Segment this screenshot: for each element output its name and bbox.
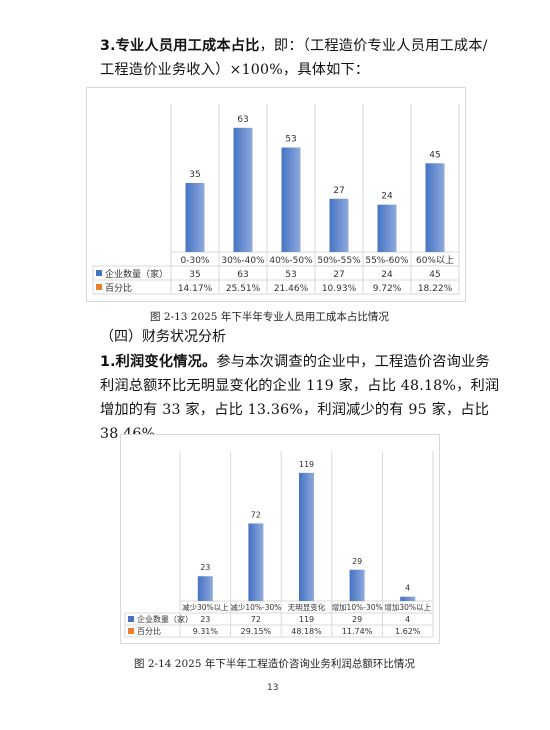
table-count-cell: 4 bbox=[405, 615, 410, 624]
table-count-cell: 35 bbox=[189, 270, 200, 280]
paragraph-text: ，即：（工程造价专业人员用工成本/工程造价业务收入）×100%，具体如下： bbox=[100, 38, 488, 78]
paragraph-cost-ratio: 3.专业人员用工成本占比，即：（工程造价专业人员用工成本/工程造价业务收入）×1… bbox=[100, 34, 500, 82]
table-count-cell: 53 bbox=[285, 270, 296, 280]
bar-4 bbox=[349, 569, 365, 601]
category-label: 50%-55% bbox=[317, 256, 361, 266]
section-heading: （四）财务状况分析 bbox=[100, 329, 226, 345]
bar-2 bbox=[248, 523, 264, 601]
bar-3 bbox=[281, 147, 301, 252]
bar-4 bbox=[329, 198, 349, 252]
table-count-cell: 63 bbox=[237, 270, 248, 280]
chart-labor-cost-ratio: 35 0-30% 35 14.17% 63 30%-40% 63 25.51% 53 40%-50… bbox=[86, 87, 466, 302]
table-percent-cell: 1.62% bbox=[395, 627, 421, 636]
bar-data-label: 119 bbox=[299, 460, 314, 469]
category-label: 无明显变化 bbox=[288, 602, 326, 612]
table-percent-cell: 10.93% bbox=[322, 284, 357, 294]
category-label: 55%-60% bbox=[365, 256, 409, 266]
table-count-cell: 23 bbox=[200, 615, 210, 624]
legend-label-count: 企业数量（家） bbox=[105, 268, 168, 280]
category-label: 减少30%以上 bbox=[182, 602, 229, 612]
category-label: 40%-50% bbox=[269, 256, 313, 266]
figure-caption: 图 2-13 2025 年下半年专业人员用工成本占比情况 bbox=[150, 311, 389, 323]
bar-5 bbox=[400, 596, 416, 601]
bar-data-label: 35 bbox=[189, 170, 200, 180]
table-percent-cell: 25.51% bbox=[226, 284, 261, 294]
legend-swatch-count bbox=[128, 616, 134, 622]
category-label: 0-30% bbox=[181, 256, 210, 266]
table-percent-cell: 29.15% bbox=[241, 627, 272, 636]
paragraph-heading: 1.利润变化情况。 bbox=[100, 354, 217, 370]
category-label: 30%-40% bbox=[221, 256, 265, 266]
category-label: 增加10%-30% bbox=[332, 602, 383, 612]
table-count-cell: 119 bbox=[299, 615, 314, 624]
bar-data-label: 45 bbox=[429, 150, 440, 160]
bar-1 bbox=[185, 183, 205, 252]
bar-3 bbox=[299, 472, 314, 601]
bar-2 bbox=[233, 127, 253, 252]
bar-data-label: 63 bbox=[237, 115, 248, 125]
table-percent-cell: 48.18% bbox=[291, 627, 322, 636]
bar-5 bbox=[377, 204, 397, 252]
legend-swatch-percent bbox=[128, 628, 134, 634]
category-label: 减少10%-30% bbox=[230, 602, 281, 612]
bar-1 bbox=[197, 576, 213, 601]
legend-label-percent: 百分比 bbox=[137, 626, 161, 636]
legend-label-percent: 百分比 bbox=[105, 282, 132, 294]
table-count-cell: 45 bbox=[429, 270, 440, 280]
table-percent-cell: 9.72% bbox=[373, 284, 402, 294]
figure-caption: 图 2-14 2025 年下半年工程造价咨询业务利润总额环比情况 bbox=[134, 658, 415, 670]
table-percent-cell: 18.22% bbox=[418, 284, 453, 294]
category-label: 增加30%以上 bbox=[384, 602, 431, 612]
category-label: 60%以上 bbox=[416, 255, 454, 266]
bar-data-label: 23 bbox=[200, 563, 210, 572]
bar-data-label: 72 bbox=[251, 510, 261, 519]
chart-svg: 23 减少30%以上 23 9.31% 72 减少10%-30% 72 29.15% 119 无明… bbox=[124, 451, 434, 638]
paragraph-heading: 3.专业人员用工成本占比 bbox=[100, 38, 260, 54]
table-percent-cell: 14.17% bbox=[178, 284, 213, 294]
bar-data-label: 27 bbox=[333, 186, 344, 196]
bar-data-label: 29 bbox=[352, 557, 362, 566]
legend-label-count: 企业数量（家） bbox=[137, 614, 193, 624]
chart-profit-change: 23 减少30%以上 23 9.31% 72 减少10%-30% 72 29.15% 119 无明… bbox=[120, 434, 440, 644]
bar-data-label: 4 bbox=[405, 584, 410, 593]
bar-data-label: 53 bbox=[285, 135, 296, 145]
paragraph-profit-change: 1.利润变化情况。参与本次调查的企业中，工程造价咨询业务利润总额环比无明显变化的… bbox=[100, 350, 500, 446]
bar-data-label: 24 bbox=[381, 192, 393, 202]
table-count-cell: 72 bbox=[251, 615, 261, 624]
table-count-cell: 29 bbox=[352, 615, 362, 624]
table-percent-cell: 9.31% bbox=[193, 627, 219, 636]
chart-svg: 35 0-30% 35 14.17% 63 30%-40% 63 25.51% 53 40%-50… bbox=[92, 104, 460, 295]
table-count-cell: 24 bbox=[381, 270, 393, 280]
table-percent-cell: 21.46% bbox=[274, 284, 309, 294]
legend-swatch-percent bbox=[96, 284, 102, 290]
table-count-cell: 27 bbox=[333, 270, 344, 280]
legend-swatch-count bbox=[96, 270, 102, 276]
page-number: 13 bbox=[267, 683, 279, 693]
bar-6 bbox=[425, 163, 445, 252]
table-percent-cell: 11.74% bbox=[342, 627, 373, 636]
